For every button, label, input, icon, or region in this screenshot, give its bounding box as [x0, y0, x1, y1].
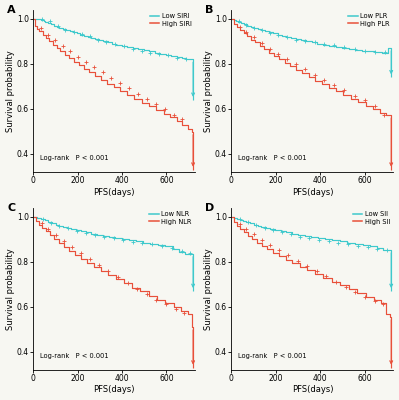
Text: B: B [205, 5, 214, 15]
Text: D: D [205, 203, 215, 213]
X-axis label: PFS(days): PFS(days) [93, 386, 135, 394]
Legend: Low SIRI, High SIRI: Low SIRI, High SIRI [150, 13, 192, 27]
X-axis label: PFS(days): PFS(days) [292, 188, 333, 196]
Legend: Low SII, High SII: Low SII, High SII [353, 211, 390, 225]
Text: A: A [7, 5, 16, 15]
Y-axis label: Survival probability: Survival probability [203, 50, 213, 132]
Y-axis label: Survival probability: Survival probability [6, 50, 14, 132]
Legend: Low NLR, High NLR: Low NLR, High NLR [150, 211, 192, 225]
Y-axis label: Survival probability: Survival probability [203, 248, 213, 330]
Legend: Low PLR, High PLR: Low PLR, High PLR [348, 13, 390, 27]
Text: C: C [7, 203, 16, 213]
Text: Log-rank   P < 0.001: Log-rank P < 0.001 [238, 155, 306, 161]
X-axis label: PFS(days): PFS(days) [292, 386, 333, 394]
Y-axis label: Survival probability: Survival probability [6, 248, 14, 330]
Text: Log-rank   P < 0.001: Log-rank P < 0.001 [40, 352, 108, 358]
X-axis label: PFS(days): PFS(days) [93, 188, 135, 196]
Text: Log-rank   P < 0.001: Log-rank P < 0.001 [238, 352, 306, 358]
Text: Log-rank   P < 0.001: Log-rank P < 0.001 [40, 155, 108, 161]
